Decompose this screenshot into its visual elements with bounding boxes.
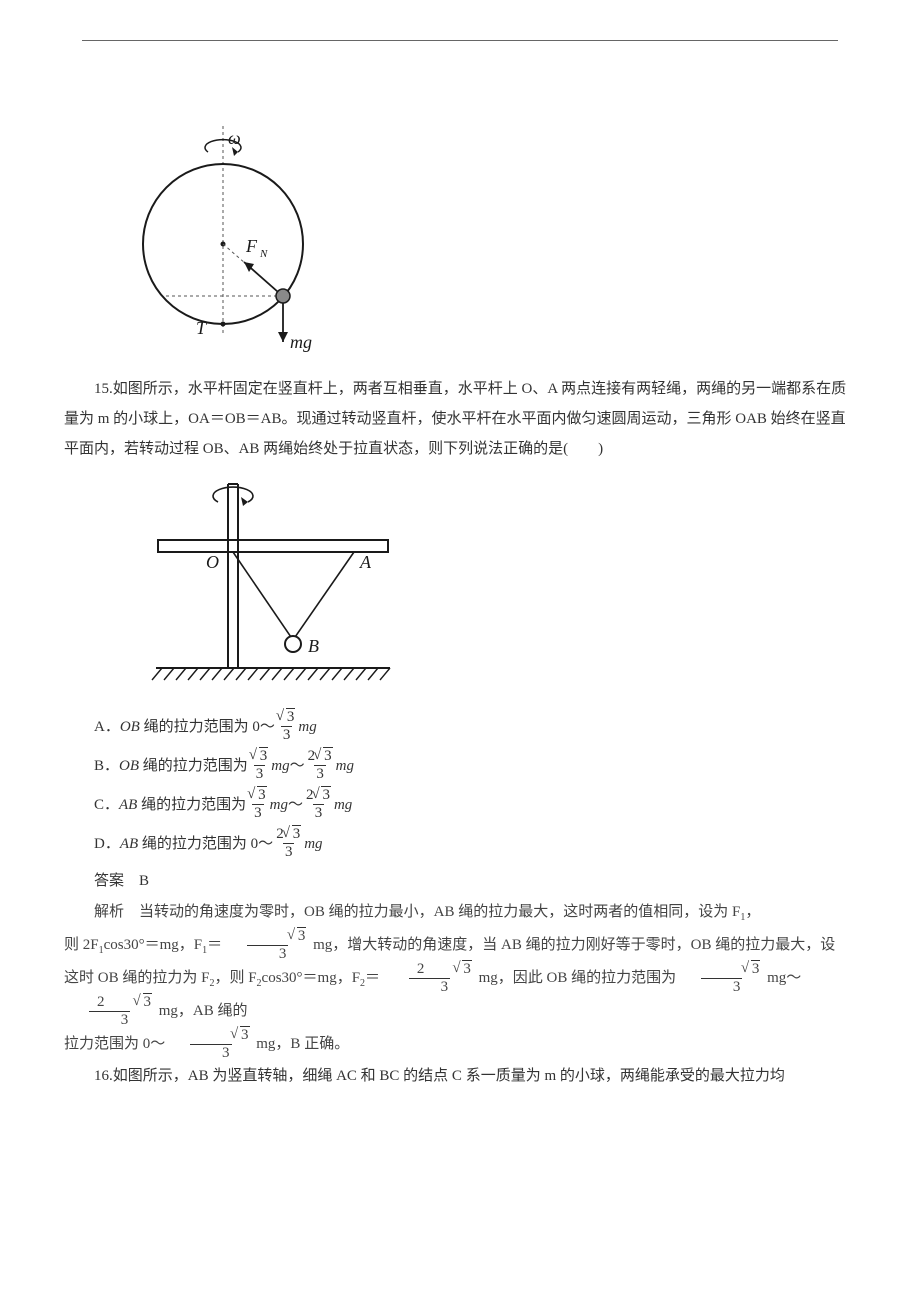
label-T: T	[196, 318, 208, 338]
label-omega: ω	[228, 128, 241, 148]
explanation: 解析 当转动的角速度为零时，OB 绳的拉力最小，AB 绳的拉力最大，这时两者的值…	[64, 896, 856, 1061]
answer-line: 答案 B	[64, 866, 856, 896]
option-B: B． OB 绳的拉力范围为 33 mg ～ 233 mg	[94, 749, 856, 782]
figure-pole: O A B	[128, 472, 408, 702]
option-A: A． OB 绳的拉力范围为 0～ 33 mg	[94, 710, 856, 743]
option-D: D． AB 绳的拉力范围为 0～ 233 mg	[94, 827, 856, 860]
label-F: F	[245, 236, 258, 256]
figure-sphere: ω F N T mg	[128, 126, 318, 366]
top-rule	[82, 40, 838, 41]
label-N: N	[259, 248, 268, 260]
label-B: B	[308, 636, 319, 656]
label-O: O	[206, 552, 219, 572]
q16-text: 16.如图所示，AB 为竖直转轴，细绳 AC 和 BC 的结点 C 系一质量为 …	[64, 1061, 856, 1091]
option-C: C． AB 绳的拉力范围为 33 mg ～ 233 mg	[94, 788, 856, 821]
label-mg: mg	[290, 332, 312, 352]
q15-text: 15.如图所示，水平杆固定在竖直杆上，两者互相垂直，水平杆上 O、A 两点连接有…	[64, 374, 856, 464]
label-A: A	[359, 552, 372, 572]
